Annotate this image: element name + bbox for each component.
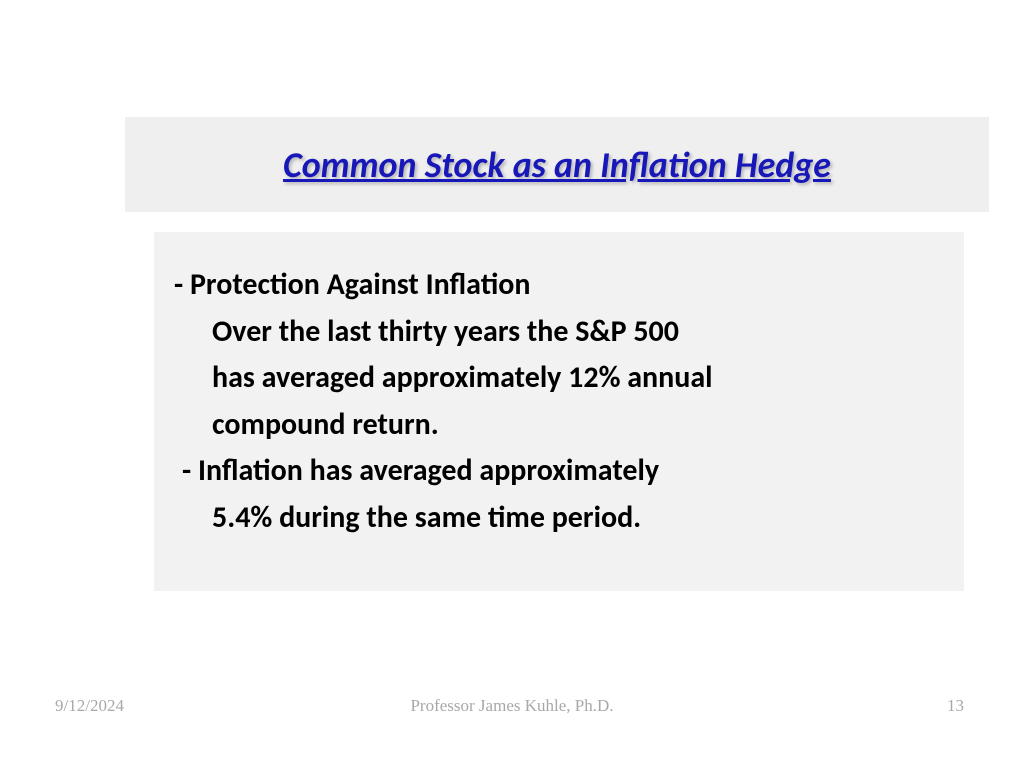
content-line-3: has averaged approximately 12% annual: [174, 355, 944, 402]
slide-title: Common Stock as an Inflation Hedge: [283, 143, 831, 187]
footer-page-number: 13: [947, 696, 964, 716]
content-line-4: compound return.: [174, 402, 944, 449]
footer: 9/12/2024 Professor James Kuhle, Ph.D. 1…: [0, 696, 1024, 720]
content-line-2: Over the last thirty years the S&P 500: [174, 309, 944, 356]
content-line-5: - Inflation has averaged approximately: [174, 448, 944, 495]
content-line-1: - Protection Against Inflation: [174, 262, 944, 309]
footer-author: Professor James Kuhle, Ph.D.: [0, 696, 1024, 716]
title-bar: Common Stock as an Inflation Hedge: [125, 117, 989, 212]
content-box: - Protection Against Inflation Over the …: [154, 232, 964, 591]
content-line-6: 5.4% during the same time period.: [174, 495, 944, 542]
